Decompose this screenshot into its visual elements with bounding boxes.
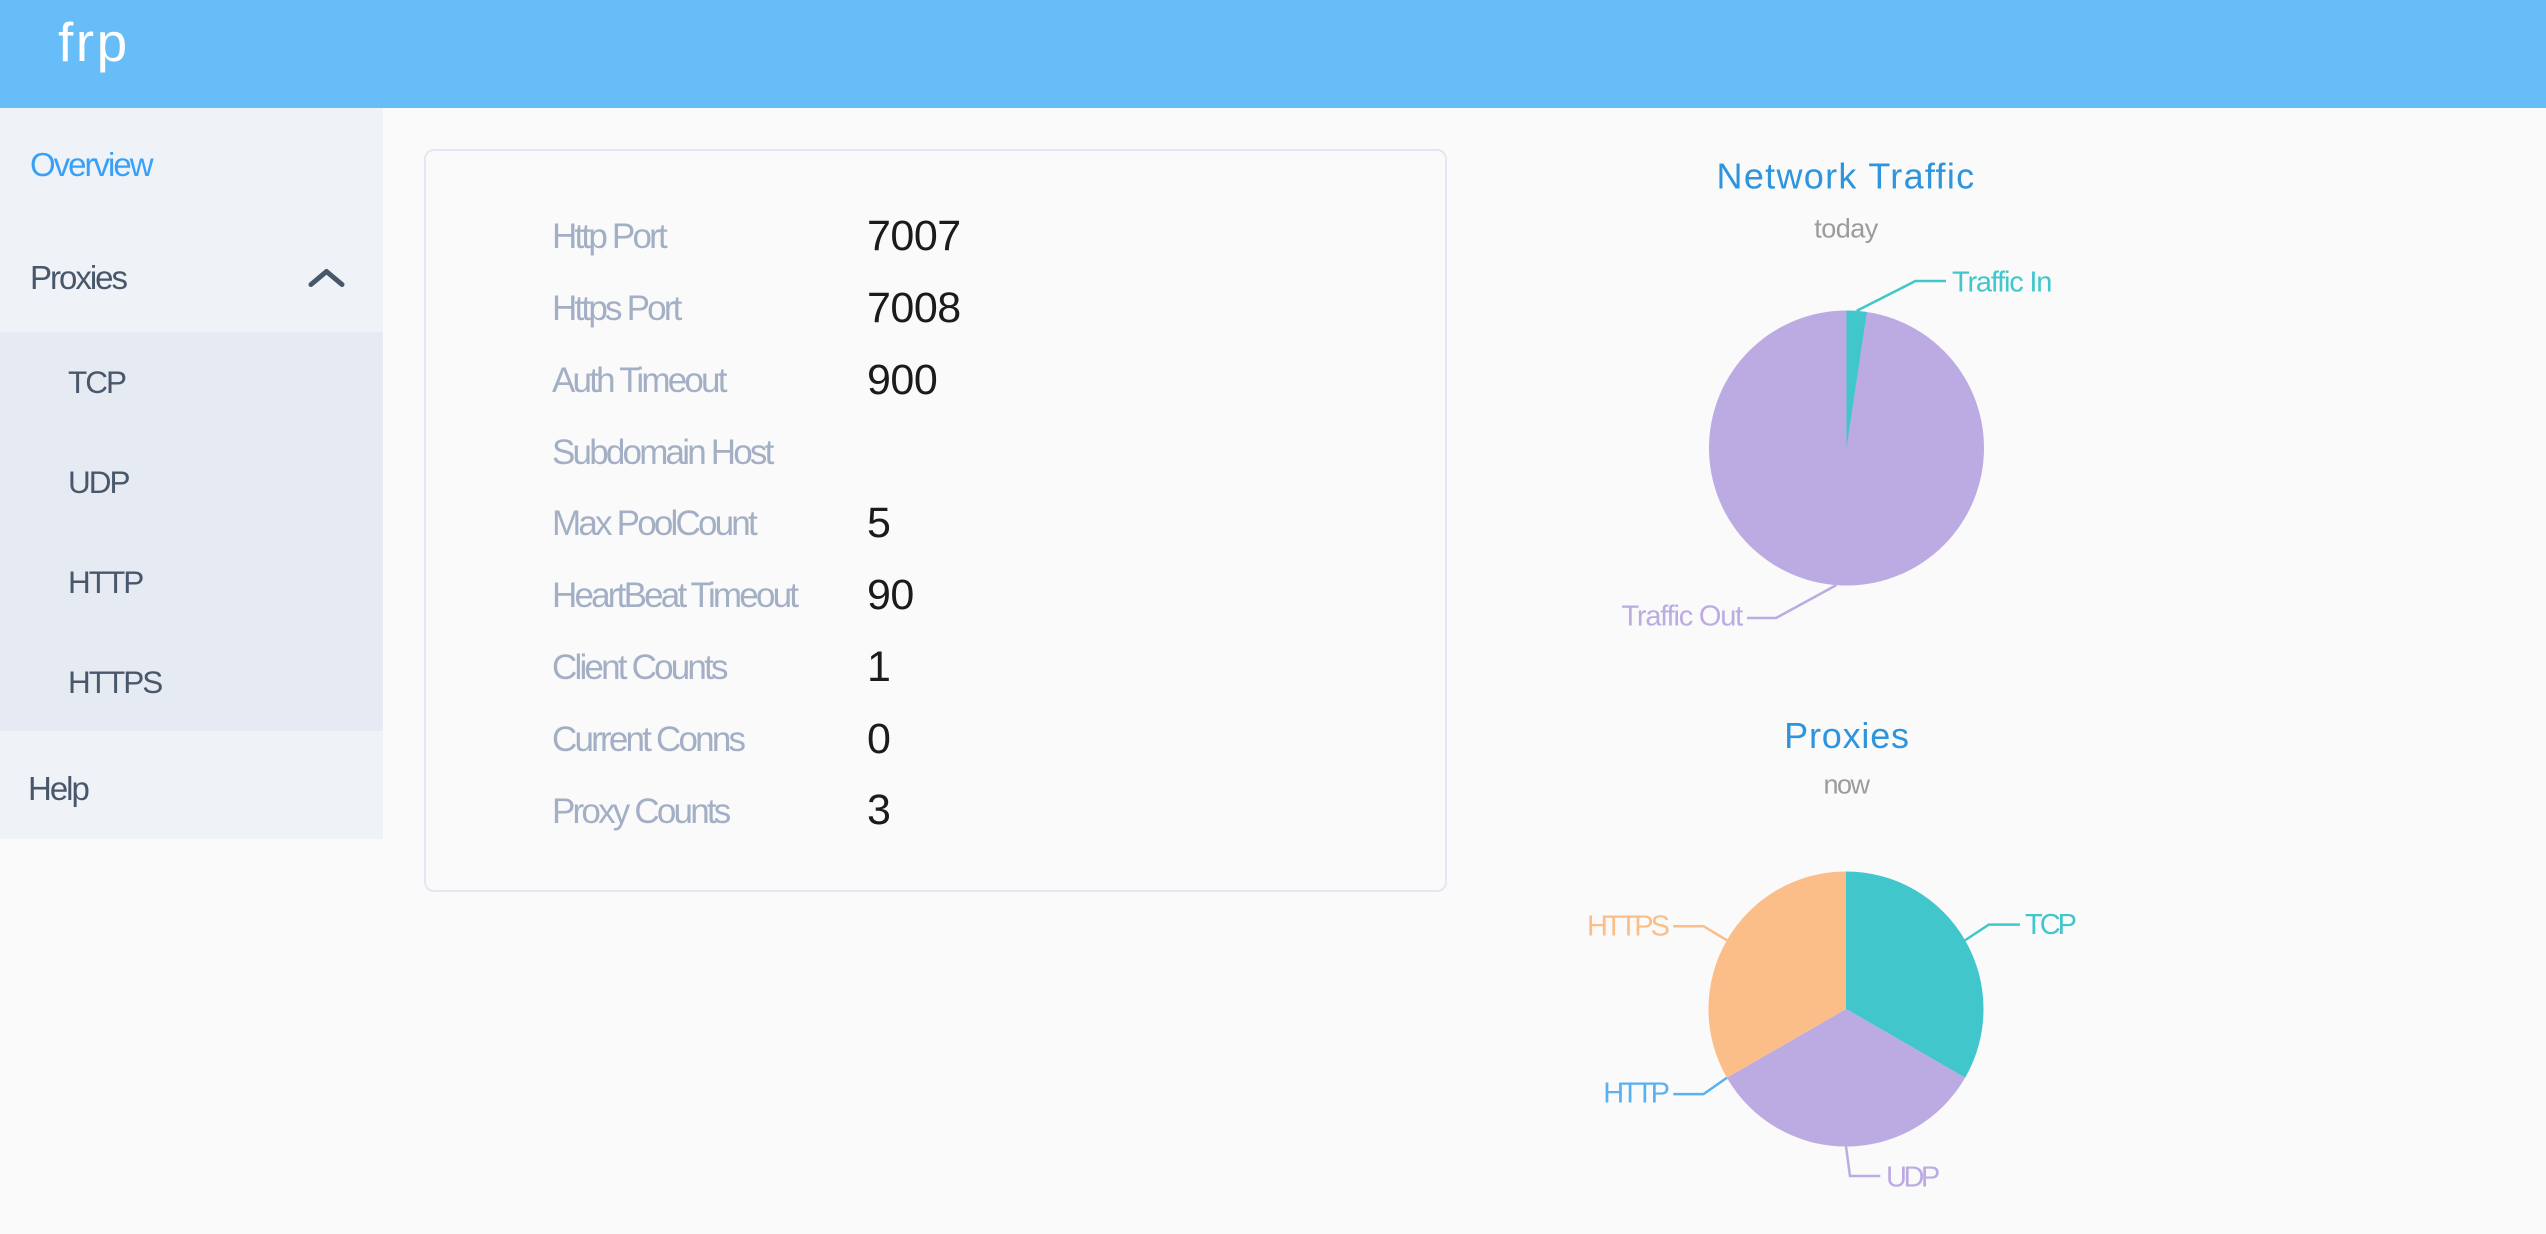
svg-text:Network Traffic: Network Traffic [1717,156,1976,197]
svg-text:HTTPS: HTTPS [1587,910,1670,942]
svg-text:HTTP: HTTP [1603,1078,1668,1110]
svg-text:UDP: UDP [1886,1162,1939,1194]
svg-text:Traffic In: Traffic In [1952,267,2051,299]
svg-text:today: today [1814,213,1879,243]
svg-text:now: now [1823,769,1870,799]
svg-text:TCP: TCP [2025,909,2076,941]
svg-text:Traffic Out: Traffic Out [1621,600,1743,632]
svg-text:Proxies: Proxies [1784,715,1910,756]
